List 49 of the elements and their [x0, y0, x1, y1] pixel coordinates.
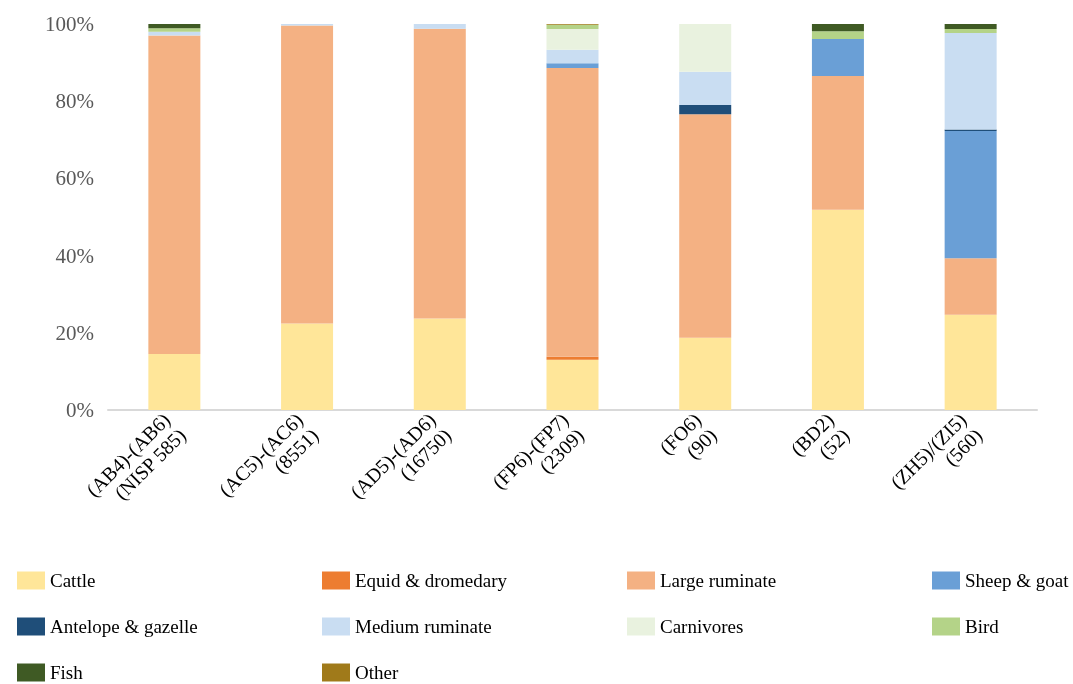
legend-label: Medium ruminate [355, 616, 492, 637]
bar [413, 28, 466, 319]
legend-label: Equid & dromedary [355, 570, 508, 591]
y-tick-label: 60% [55, 166, 94, 191]
bar [413, 24, 466, 29]
legend-label: Sheep & goat [965, 570, 1070, 591]
bar [811, 209, 864, 410]
bar [546, 24, 599, 30]
legend-label: Cattle [50, 570, 96, 591]
bar [944, 258, 997, 315]
bar [811, 76, 864, 210]
bar [944, 130, 997, 259]
legend-label: Bird [965, 616, 1000, 637]
bar [944, 32, 997, 130]
bar [546, 356, 599, 360]
bar [811, 31, 864, 40]
bar [546, 29, 599, 50]
bar [281, 25, 334, 324]
bar [944, 29, 997, 33]
bar [679, 24, 732, 72]
bar [679, 105, 732, 115]
y-tick-label: 0% [66, 398, 94, 422]
bar [944, 314, 997, 410]
bar [546, 68, 599, 357]
y-tick-label: 40% [55, 243, 94, 268]
bar [148, 28, 201, 32]
bar [811, 24, 864, 32]
bar [413, 318, 466, 410]
y-tick-label: 100% [45, 12, 94, 36]
bar [811, 39, 864, 77]
bar [281, 323, 334, 410]
bar [148, 35, 201, 355]
y-tick-label: 80% [55, 89, 94, 114]
bar [546, 63, 599, 68]
legend-label: Large ruminate [660, 570, 777, 591]
legend-label: Fish [50, 662, 84, 683]
bar [148, 31, 201, 36]
y-tick-label: 20% [55, 320, 94, 345]
legend-label: Other [355, 662, 399, 683]
legend-label: Antelope & gazelle [50, 616, 198, 637]
bar [148, 24, 201, 29]
legend-label: Carnivores [660, 616, 744, 637]
bar [679, 71, 732, 106]
bar [546, 359, 599, 410]
bar [546, 49, 599, 64]
bar [944, 24, 997, 30]
bar [679, 337, 732, 410]
bar [679, 114, 732, 338]
bar [148, 354, 201, 410]
